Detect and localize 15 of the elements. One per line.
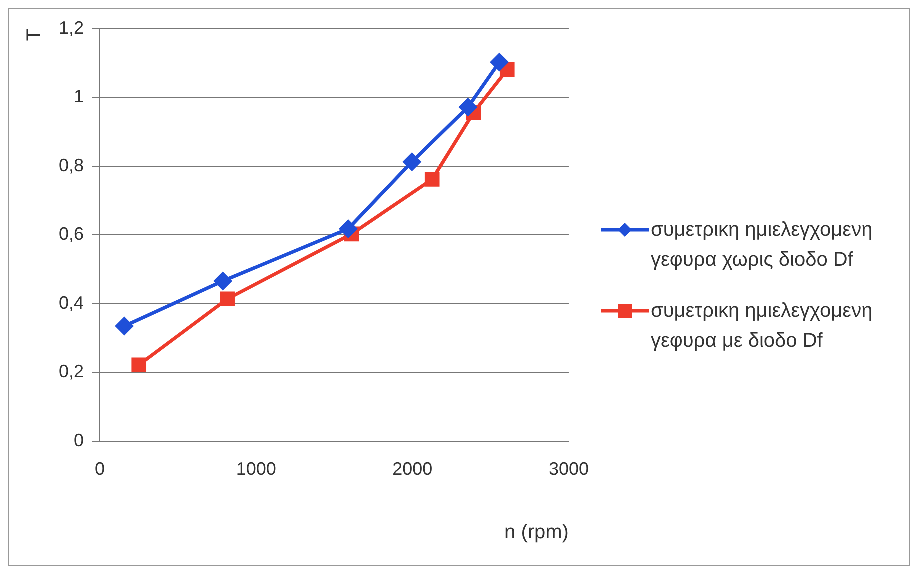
legend-label: συμετρικη ημιελεγχομενη γεφυρα χωρις διοδο Df (651, 218, 874, 273)
y-tick-label: 1 (74, 86, 84, 107)
x-tick-label: 0 (95, 459, 106, 480)
x-tick-label: 1000 (236, 459, 276, 480)
y-tick-label: 0,2 (58, 362, 84, 382)
y-tick-label: 0,4 (58, 292, 84, 313)
x-tick-label: 2000 (392, 459, 433, 480)
y-tick-label: 0,8 (58, 155, 84, 176)
x-tick-label: 3000 (548, 459, 589, 480)
y-axis-title: T (24, 29, 46, 42)
x-axis-title: n (rpm) (504, 522, 569, 544)
y-tick-label: 0 (74, 430, 84, 450)
y-tick-label: 1,2 (58, 18, 84, 38)
y-tick-label: 0,6 (58, 224, 84, 244)
legend-label: συμετρικη ημιελεγχομενη γεφυρα με διοδο Df (651, 299, 874, 354)
